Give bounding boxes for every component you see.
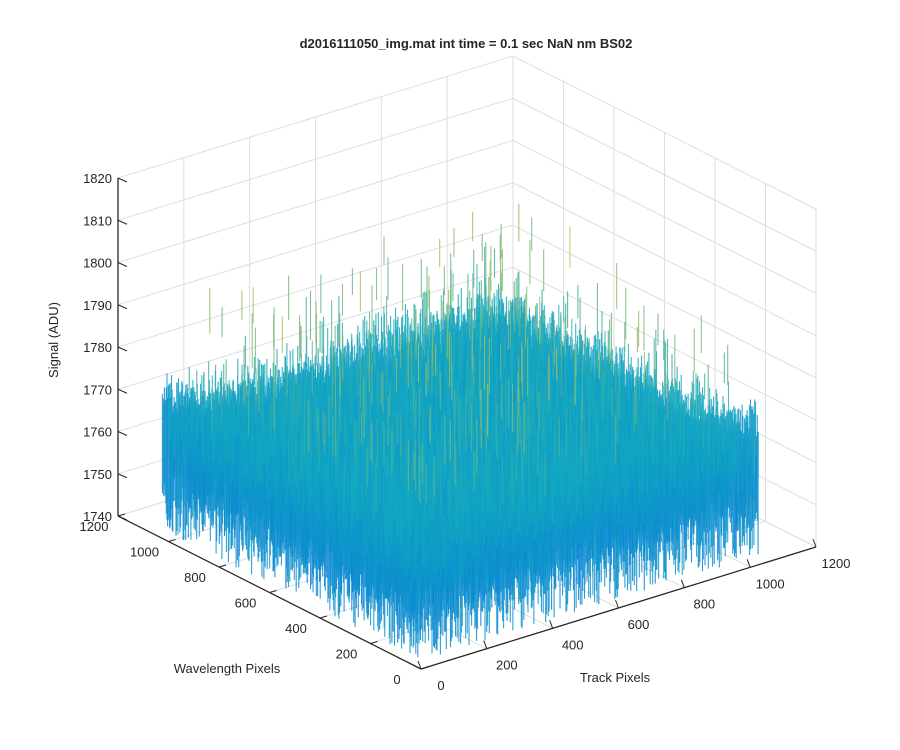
- z-tick-mark-7: [117, 219, 128, 225]
- grid-line-z-4: [117, 224, 817, 379]
- z-tick-mark-8: [117, 177, 128, 183]
- surface-band-14: [209, 203, 645, 443]
- y-tick-label-5: 1000: [130, 545, 159, 560]
- z-tick-label-1: 1750: [83, 467, 112, 482]
- y-tick-label-1: 200: [336, 647, 358, 662]
- z-tick-label-2: 1760: [83, 425, 112, 440]
- grid-line-z-5: [117, 182, 817, 337]
- axes: [117, 177, 817, 670]
- x-tick-label-6: 1200: [822, 556, 851, 571]
- chart-title: d2016111050_img.mat int time = 0.1 sec N…: [300, 36, 633, 51]
- x-tick-mark-6: [812, 538, 817, 548]
- z-tick-mark-6: [117, 262, 128, 267]
- surface-band-9: [188, 277, 756, 535]
- y-tick-mark-3: [269, 590, 277, 593]
- x-tick-mark-4: [680, 579, 685, 588]
- y-tick-mark-2: [319, 615, 328, 619]
- surface-band-13: [243, 217, 702, 454]
- x-tick-label-3: 600: [628, 617, 650, 632]
- x-tick-mark-3: [615, 599, 619, 609]
- grid-line-z-3: [117, 266, 817, 421]
- x-tick-label-4: 800: [693, 597, 715, 612]
- x-tick-mark-5: [746, 559, 751, 568]
- z-tick-label-0: 1740: [83, 509, 112, 524]
- y-tick-mark-1: [370, 641, 378, 644]
- grid-line-z-7: [117, 97, 817, 252]
- y-tick-label-2: 400: [285, 621, 307, 636]
- y-tick-label-0: 0: [393, 672, 400, 687]
- z-tick-mark-0: [117, 515, 128, 521]
- y-tick-mark-6: [117, 513, 126, 517]
- surface-band-12: [221, 234, 729, 503]
- grid-line-z-6: [117, 139, 817, 294]
- surface-plot: [161, 203, 759, 658]
- x-tick-label-5: 1000: [756, 576, 785, 591]
- x-tick-mark-1: [483, 640, 488, 649]
- y-tick-mark-0: [420, 666, 429, 670]
- z-axis-label: Signal (ADU): [46, 302, 61, 378]
- x-tick-label-2: 400: [562, 637, 584, 652]
- x-tick-mark-2: [549, 620, 554, 629]
- z-tick-mark-5: [117, 304, 128, 310]
- z-tick-label-4: 1780: [83, 340, 112, 355]
- y-tick-label-6: 1200: [80, 519, 109, 534]
- z-tick-label-8: 1820: [83, 171, 112, 186]
- y-axis-label: Wavelength Pixels: [174, 661, 281, 676]
- x-axis-label: Track Pixels: [580, 670, 651, 685]
- z-tick-mark-1: [117, 473, 128, 479]
- y-tick-label-4: 800: [184, 570, 206, 585]
- z-tick-label-3: 1770: [83, 382, 112, 397]
- z-tick-label-7: 1810: [83, 213, 112, 228]
- surface-band-15: [252, 211, 600, 437]
- z-tick-mark-3: [117, 388, 128, 394]
- y-tick-mark-4: [218, 564, 227, 568]
- x-tick-label-1: 200: [496, 658, 518, 673]
- surface-band-8: [168, 284, 750, 568]
- y-tick-label-3: 600: [235, 596, 257, 611]
- x-tick-mark-0: [417, 660, 422, 670]
- y-tick-mark-5: [168, 539, 176, 542]
- surface-band-11: [225, 246, 725, 503]
- grid-line-z-8: [117, 55, 817, 210]
- z-tick-label-6: 1800: [83, 256, 112, 271]
- tick-labels: 0 200 400 600 800 1000 1200 0 200 400 600 800 1000 12…: [80, 171, 851, 693]
- z-tick-mark-4: [117, 346, 128, 352]
- z-tick-mark-2: [117, 431, 128, 436]
- z-tick-label-5: 1790: [83, 298, 112, 313]
- x-tick-label-0: 0: [437, 678, 444, 693]
